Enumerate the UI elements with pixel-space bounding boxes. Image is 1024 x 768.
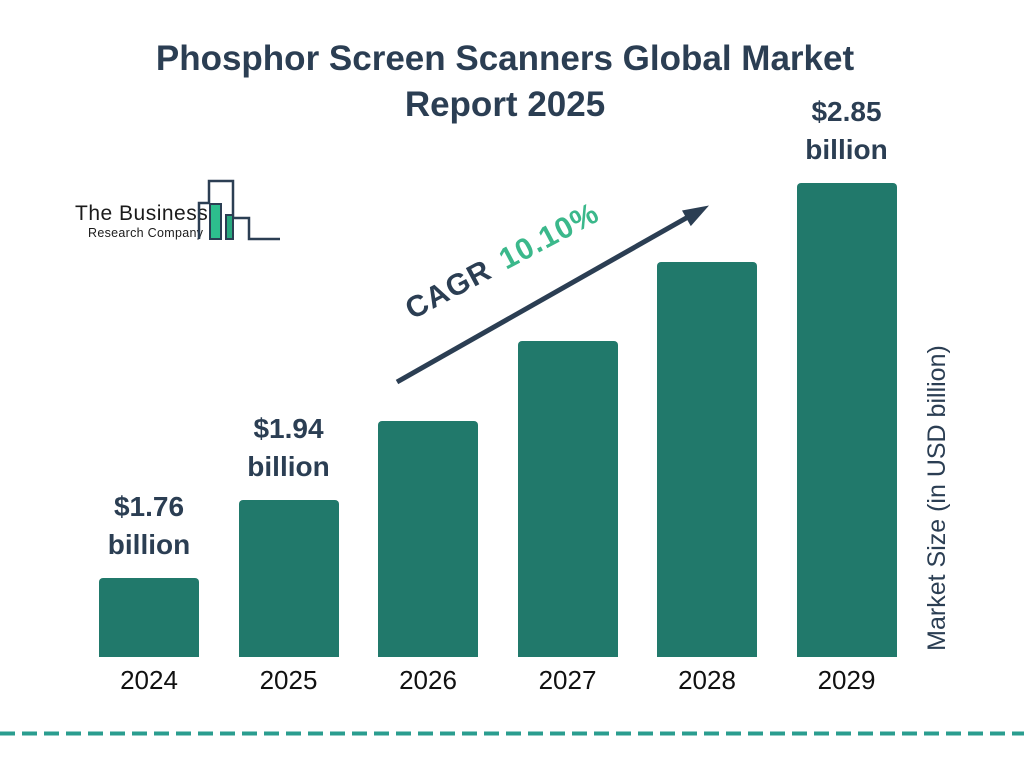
- bar-2028: [657, 262, 757, 657]
- page-title: Phosphor Screen Scanners Global Market R…: [0, 36, 1010, 128]
- page-title-line2: Report 2025: [404, 85, 606, 124]
- y-axis-label: Market Size (in USD billion): [923, 345, 951, 651]
- cagr-value: 10.10%: [493, 196, 605, 277]
- cagr-label: CAGR: [400, 253, 498, 327]
- x-axis-label-2029: 2029: [817, 665, 876, 695]
- bottom-dashed-divider: [0, 731, 1024, 736]
- bar-2024: [99, 578, 199, 657]
- x-axis-label-2027: 2027: [538, 665, 597, 695]
- bar-2029: [796, 183, 897, 657]
- bar-value-label-2029: $2.85 billion: [805, 96, 888, 165]
- cagr-annotation: CAGR10.10%: [400, 196, 605, 327]
- bar-value-label-2025: $1.94 billion: [247, 413, 330, 482]
- logo-bar-chart-icon: [197, 179, 280, 241]
- bar-value-label-2024: $1.76 billion: [107, 491, 191, 560]
- page-title-line1: Phosphor Screen Scanners Global Market: [155, 39, 855, 78]
- x-axis-label-2025: 2025: [259, 665, 318, 695]
- logo-name: The Business: [75, 202, 209, 225]
- logo-subname: Research Company: [88, 226, 204, 240]
- x-axis-label-2026: 2026: [399, 665, 457, 695]
- bar-2026: [378, 421, 478, 657]
- bar-2025: [238, 500, 339, 657]
- company-logo: The Business Research Company: [75, 176, 285, 246]
- x-axis-label-2028: 2028: [678, 665, 736, 695]
- x-axis-label-2024: 2024: [120, 665, 178, 695]
- bar-2027: [517, 341, 618, 657]
